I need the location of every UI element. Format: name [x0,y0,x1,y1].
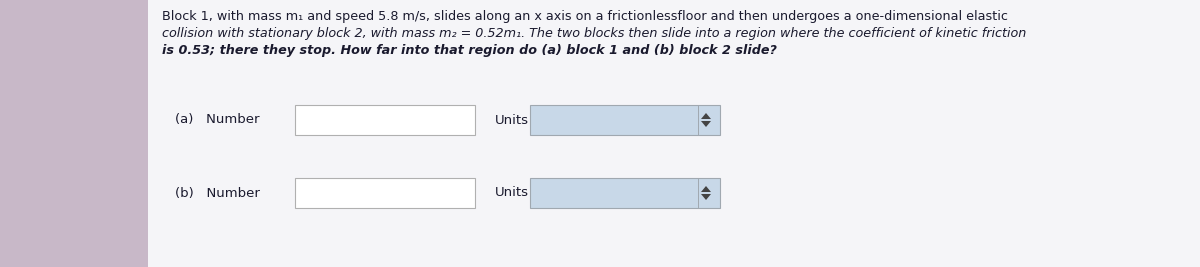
Text: collision with stationary block 2, with mass m₂ = 0.52m₁. The two blocks then sl: collision with stationary block 2, with … [162,27,1026,40]
Bar [295,178,475,208]
Bar [295,105,475,135]
Text: Block 1, with mass m₁ and speed 5.8 m/s, slides along an x axis on a frictionles: Block 1, with mass m₁ and speed 5.8 m/s,… [162,10,1008,23]
Text: Units: Units [496,187,529,199]
Bar [148,0,1200,267]
Text: is 0.53; there they stop. How far into that region do (a) block 1 and (b) block : is 0.53; there they stop. How far into t… [162,44,776,57]
Text: (a)   Number: (a) Number [175,113,259,127]
Bar [530,178,720,208]
Polygon shape [701,194,710,200]
Polygon shape [701,121,710,127]
Text: Units: Units [496,113,529,127]
Bar [0,0,170,267]
Text: (b)   Number: (b) Number [175,187,260,199]
Polygon shape [701,186,710,192]
Polygon shape [701,113,710,119]
Bar [150,0,1200,267]
Bar [530,105,720,135]
